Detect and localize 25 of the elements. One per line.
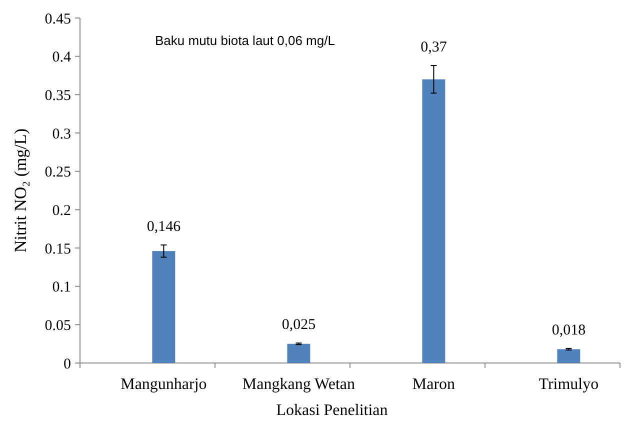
data-label: 0,146 bbox=[146, 218, 182, 235]
data-label: 0,37 bbox=[420, 40, 448, 56]
bar bbox=[557, 349, 580, 363]
annotation: Baku mutu biota laut 0,06 mg/L bbox=[155, 33, 335, 48]
bar bbox=[422, 79, 446, 363]
x-tick-label: Mangunharjo bbox=[120, 376, 207, 393]
y-tick-label: 0.45 bbox=[44, 11, 71, 28]
y-tick-label: 0.25 bbox=[44, 164, 71, 181]
data-label: 0,018 bbox=[552, 322, 586, 338]
y-tick-label: 0 bbox=[64, 356, 71, 372]
y-tick-label: 0.1 bbox=[52, 280, 71, 296]
y-axis-title: Nitrit NO₂ (mg/L) bbox=[11, 128, 30, 252]
y-tick-label: 0.3 bbox=[52, 126, 71, 142]
x-tick-label: Trimulyo bbox=[538, 376, 599, 393]
x-tick-label: Maron bbox=[412, 376, 456, 393]
y-tick-label: 0.05 bbox=[44, 318, 71, 334]
y-tick-label: 0.4 bbox=[52, 50, 72, 66]
x-tick-label: Mangkang Wetan bbox=[242, 376, 356, 393]
bar bbox=[152, 251, 176, 363]
bar bbox=[287, 344, 310, 363]
y-tick-label: 0.2 bbox=[52, 202, 71, 219]
y-tick-label: 0.15 bbox=[44, 241, 71, 258]
x-axis-title: Lokasi Penelitian bbox=[276, 402, 388, 419]
data-label: 0,025 bbox=[282, 317, 316, 334]
y-tick-label: 0.35 bbox=[44, 88, 71, 104]
